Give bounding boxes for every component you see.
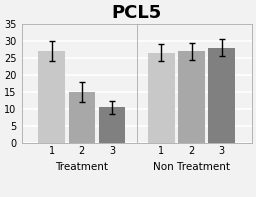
Bar (99, 107, 125, 143)
Text: Treatment: Treatment (55, 162, 108, 172)
Bar (69, 92, 95, 143)
Bar (178, 51, 205, 143)
Bar (38, 51, 65, 143)
Bar (148, 53, 175, 143)
Text: Non Treatment: Non Treatment (153, 162, 230, 172)
Title: PCL5: PCL5 (112, 4, 162, 22)
Bar (208, 48, 235, 143)
